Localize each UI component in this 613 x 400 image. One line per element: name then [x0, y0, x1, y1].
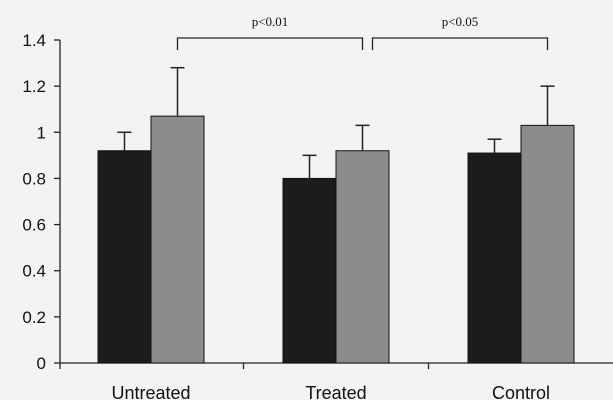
y-tick-label: 0.8: [22, 169, 46, 188]
y-axis: 0 0.2 0.4 0.6 0.8 1 1.2 1.4: [22, 31, 61, 373]
bar: [150, 115, 205, 364]
x-tick-label: Control: [492, 383, 550, 400]
y-tick-label: 1: [37, 123, 46, 142]
significance-annotations: p<0.01 p<0.05: [176, 14, 549, 50]
y-tick-label: 0.2: [22, 308, 46, 327]
significance-bracket: [176, 37, 364, 50]
y-tick-label: 0: [37, 354, 46, 373]
x-axis: Untreated Treated Control: [59, 362, 613, 400]
y-tick-label: 1.2: [22, 77, 46, 96]
y-tick-label: 0.4: [22, 262, 46, 281]
bar: [97, 150, 152, 364]
bar: [282, 177, 337, 364]
x-tick-label: Untreated: [111, 383, 190, 400]
bar: [467, 152, 522, 364]
bar: [520, 124, 575, 364]
y-tick-label: 1.4: [22, 31, 46, 50]
y-tick-label: 0.6: [22, 216, 46, 235]
x-tick-label: Treated: [305, 383, 366, 400]
significance-label: p<0.05: [442, 14, 479, 29]
error-bars: [117, 66, 555, 179]
bar: [335, 150, 390, 364]
significance-bracket: [371, 37, 549, 50]
bars: [97, 115, 575, 364]
significance-label: p<0.01: [252, 14, 289, 29]
